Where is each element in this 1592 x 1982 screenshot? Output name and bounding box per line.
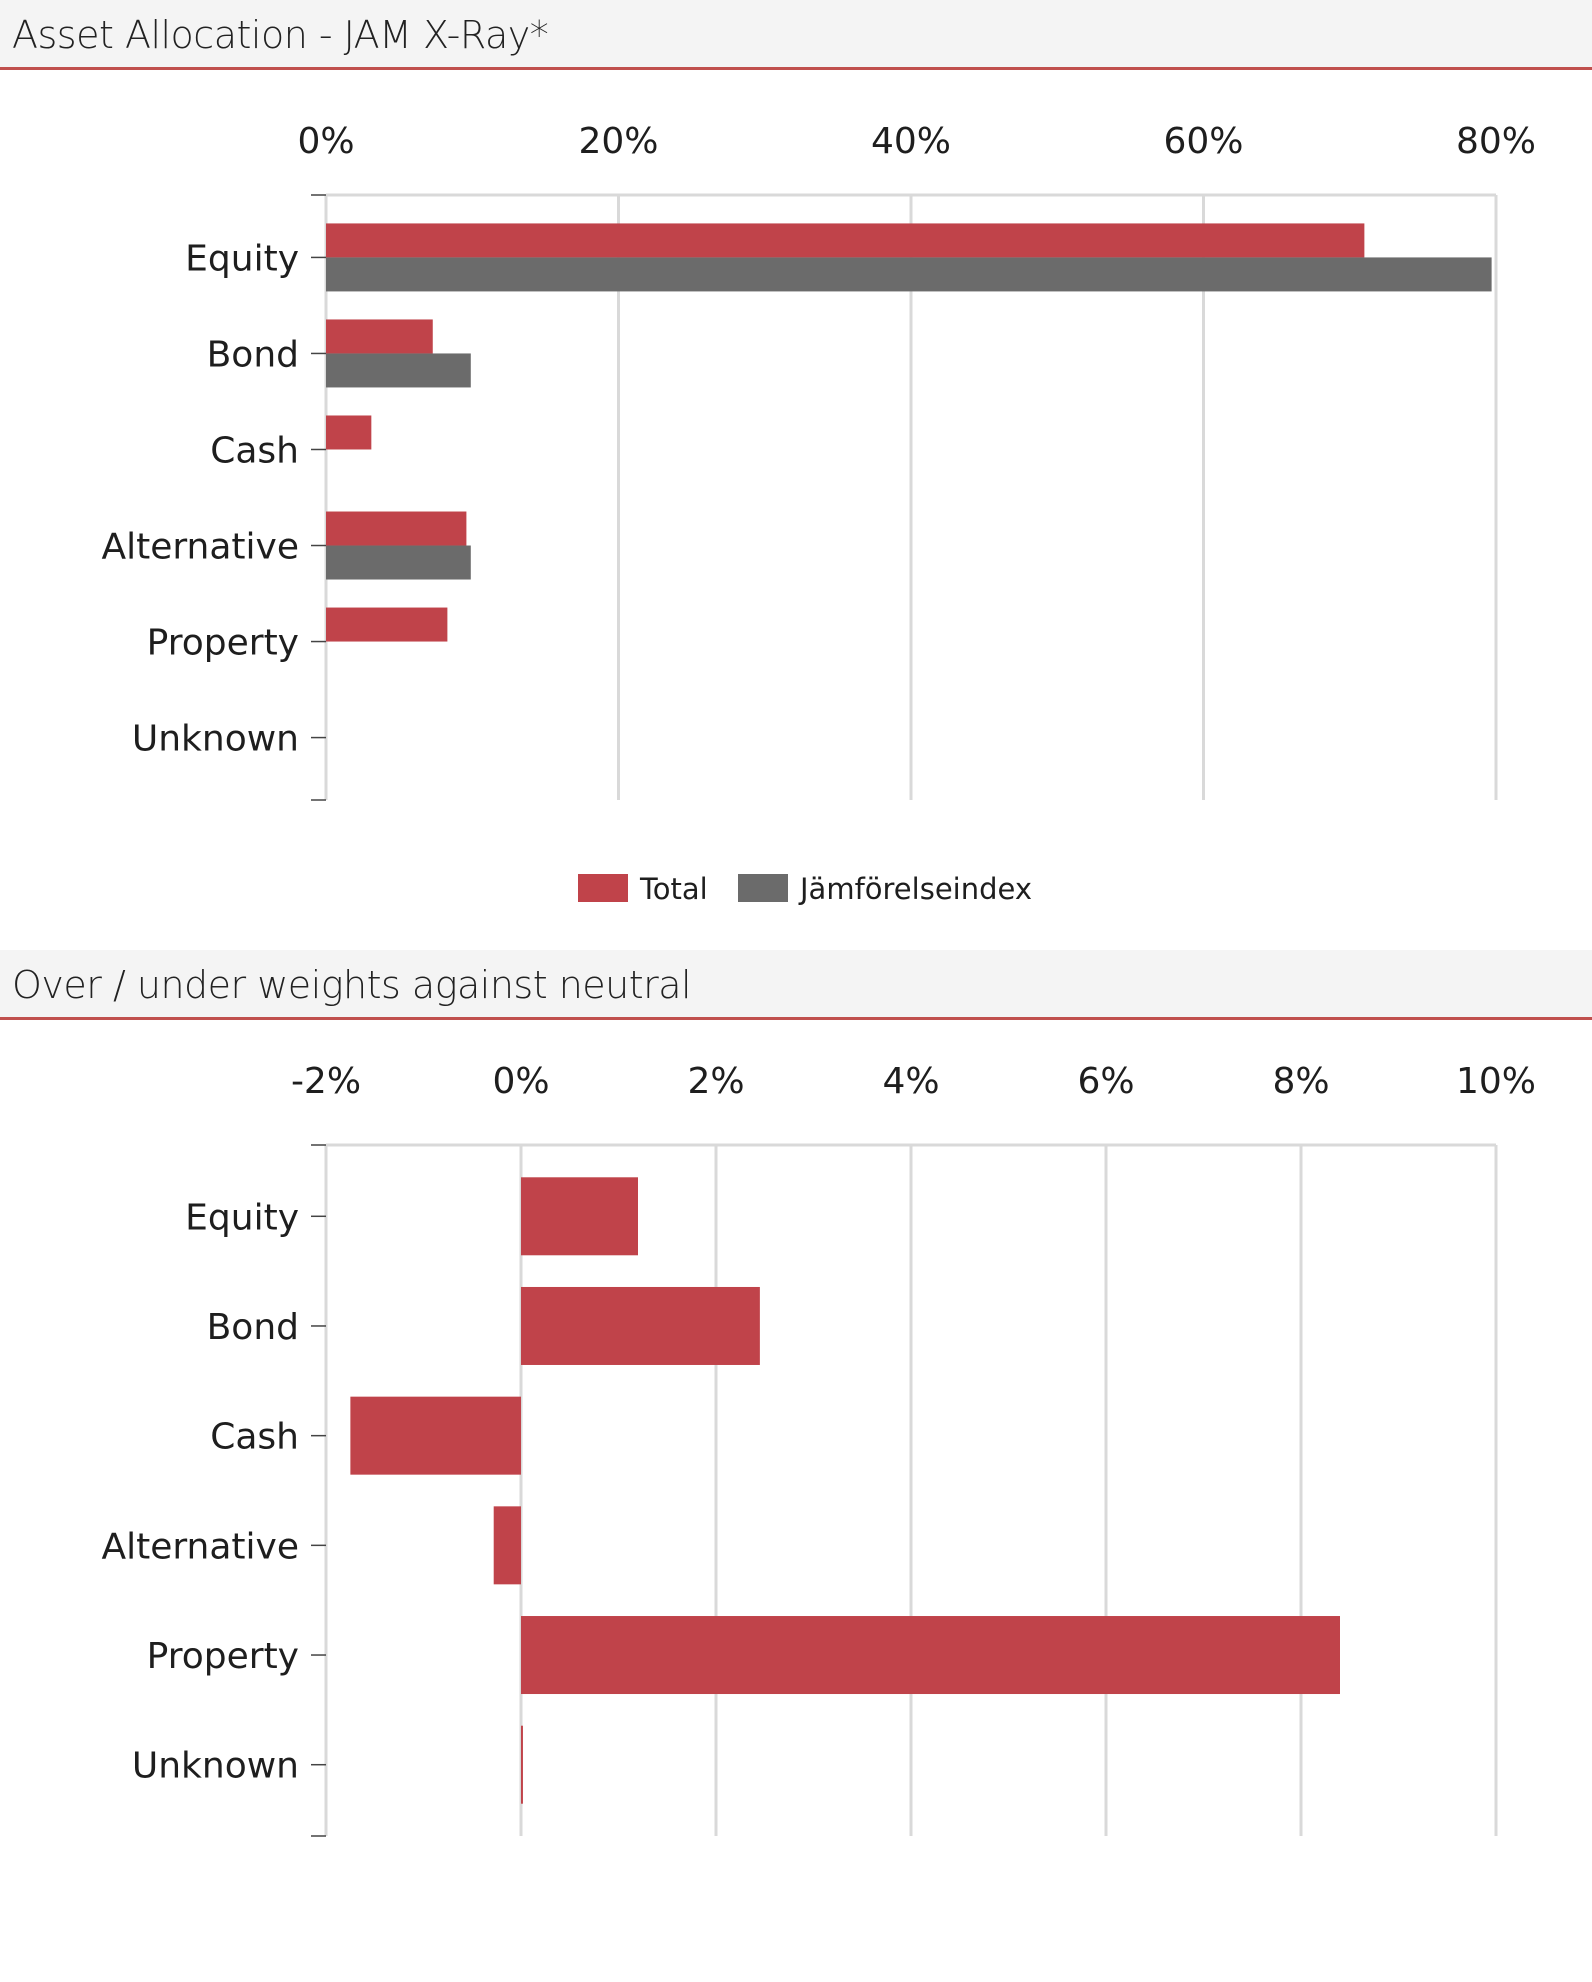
- x-tick-label: 0%: [297, 121, 354, 162]
- x-tick-label: 2%: [687, 1061, 744, 1102]
- y-category-label: Equity: [185, 238, 299, 279]
- asset-allocation-chart: 0% 20% 40% 60% 80% Equity Bond Cash Alternative P…: [101, 121, 1536, 906]
- y-category-label: Bond: [207, 1307, 299, 1348]
- bar: [326, 223, 1365, 258]
- legend-swatch: [578, 874, 628, 902]
- y-category-label: Cash: [210, 1417, 299, 1458]
- over-under-weights-chart: -2% 0% 2% 4% 6% 8% 10% Equity Bond Cash Alternativ…: [101, 1061, 1536, 1837]
- y-category-label: Alternative: [101, 1526, 299, 1567]
- legend-label: Jämförelseindex: [798, 872, 1032, 906]
- x-tick-label: 4%: [882, 1061, 939, 1102]
- y-category-label: Property: [147, 1636, 299, 1677]
- bar: [326, 607, 448, 642]
- legend-swatch: [738, 874, 788, 902]
- section-header-over-under-weights: Over / under weights against neutral: [0, 950, 1592, 1020]
- x-tick-label: 6%: [1077, 1061, 1134, 1102]
- bar: [521, 1286, 760, 1365]
- bar: [521, 1725, 523, 1804]
- y-category-label: Bond: [207, 334, 299, 375]
- bar: [521, 1616, 1340, 1695]
- section-header-asset-allocation: Asset Allocation - JAM X-Ray*: [0, 0, 1592, 70]
- bar: [326, 511, 467, 546]
- bar: [326, 545, 471, 580]
- x-tick-label: 8%: [1272, 1061, 1329, 1102]
- y-category-label: Property: [147, 623, 299, 664]
- x-tick-label: 80%: [1456, 121, 1536, 162]
- y-category-label: Alternative: [101, 527, 299, 568]
- bar: [326, 319, 433, 354]
- y-category-label: Unknown: [132, 1746, 299, 1787]
- x-tick-label: 40%: [871, 121, 951, 162]
- bar: [493, 1506, 521, 1585]
- x-tick-label: -2%: [291, 1061, 361, 1102]
- y-category-label: Unknown: [132, 719, 299, 760]
- section-title: Asset Allocation - JAM X-Ray*: [12, 13, 549, 57]
- x-tick-label: 0%: [492, 1061, 549, 1102]
- legend-label: Total: [639, 872, 708, 906]
- bar: [326, 257, 1492, 292]
- bar: [326, 415, 372, 450]
- bar: [350, 1396, 521, 1475]
- y-category-label: Cash: [210, 430, 299, 471]
- x-tick-label: 60%: [1163, 121, 1243, 162]
- section-title: Over / under weights against neutral: [12, 963, 692, 1007]
- y-category-label: Equity: [185, 1197, 299, 1238]
- x-tick-label: 20%: [578, 121, 658, 162]
- x-tick-label: 10%: [1456, 1061, 1536, 1102]
- bar: [326, 353, 471, 388]
- bar: [521, 1177, 638, 1256]
